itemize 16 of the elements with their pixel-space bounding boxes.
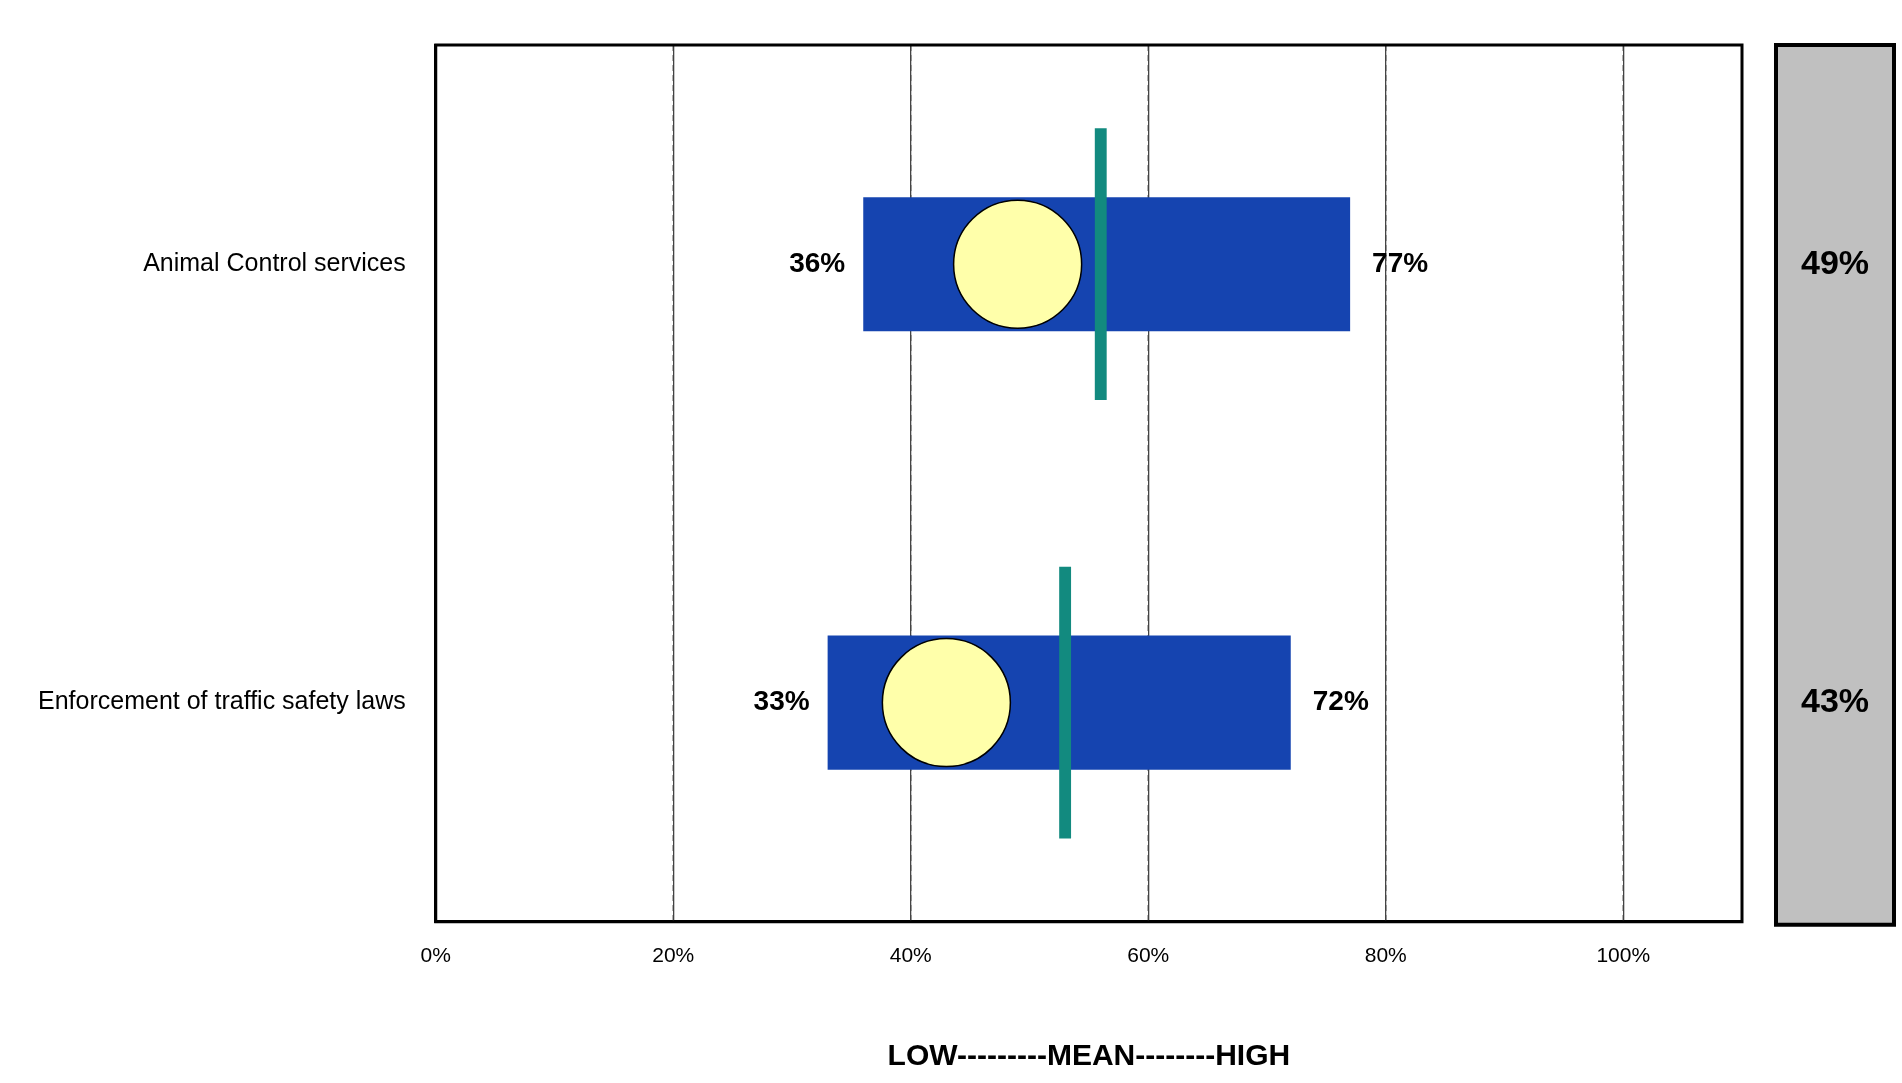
y-tick-label: Animal Control services [143, 248, 406, 277]
x-tick-label: 60% [1127, 943, 1170, 967]
data-label: 49% [1800, 242, 1870, 281]
bar [1094, 128, 1107, 401]
x-tick-label: 20% [652, 943, 695, 967]
x-tick-label: 100% [1596, 943, 1651, 967]
annotation: 33% [753, 685, 810, 717]
x-tick-label: 80% [1364, 943, 1407, 967]
y-tick-label: Enforcement of traffic safety laws [38, 686, 406, 715]
x-tick-label: 0% [420, 943, 451, 967]
x-tick-label: 40% [889, 943, 932, 967]
data-label: 43% [1800, 680, 1870, 719]
annotation: 72% [1312, 685, 1369, 717]
annotation: 36% [789, 246, 846, 278]
bar [1059, 566, 1072, 839]
x-axis-title: LOW---------MEAN--------HIGH [887, 1038, 1291, 1072]
